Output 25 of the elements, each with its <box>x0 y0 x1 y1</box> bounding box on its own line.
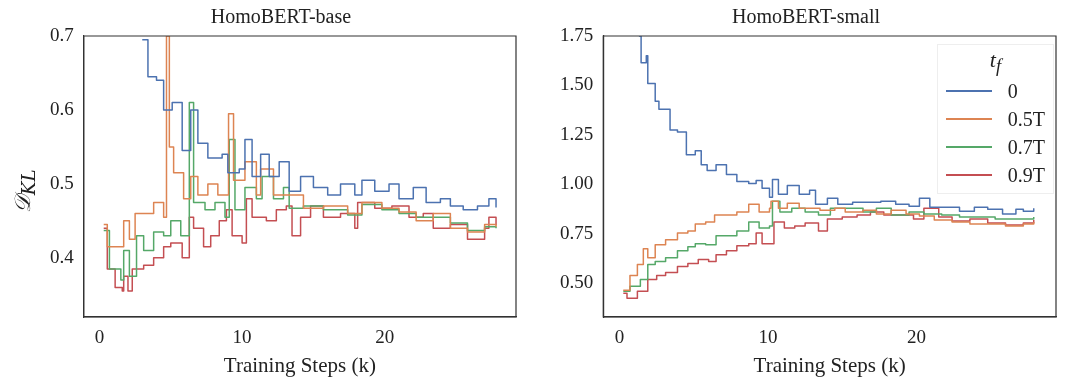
y-tick-label: 0.6 <box>50 97 74 119</box>
x-axis-title: Training Steps (k) <box>223 352 376 377</box>
legend-label: 0.9T <box>1007 163 1045 187</box>
y-tick-label: 1.75 <box>560 23 594 45</box>
x-axis-title: Training Steps (k) <box>753 352 906 377</box>
y-tick-label: 1.50 <box>560 73 594 95</box>
x-tick-label: 10 <box>758 326 778 348</box>
legend-label: 0 <box>1007 79 1018 103</box>
legend-label: 0.5T <box>1007 107 1045 131</box>
chart-title: HomoBERT-small <box>731 5 881 28</box>
x-tick-label: 20 <box>375 326 395 348</box>
y-tick-label: 1.25 <box>560 122 594 144</box>
x-tick-label: 0 <box>614 326 625 348</box>
x-tick-label: 10 <box>232 326 252 348</box>
y-tick-label: 0.5 <box>50 171 74 193</box>
y-tick-label: 0.7 <box>50 23 74 45</box>
y-tick-label: 1.00 <box>560 172 594 194</box>
y-tick-label: 0.4 <box>50 245 75 267</box>
y-tick-label: 0.50 <box>560 271 594 293</box>
y-tick-label: 0.75 <box>560 221 594 243</box>
legend-label: 0.7T <box>1007 135 1045 159</box>
x-tick-label: 0 <box>94 326 105 348</box>
x-tick-label: 20 <box>906 326 926 348</box>
legend-title: t$_{f}$ <box>988 47 1004 78</box>
chart-title: HomoBERT-base <box>210 5 352 28</box>
